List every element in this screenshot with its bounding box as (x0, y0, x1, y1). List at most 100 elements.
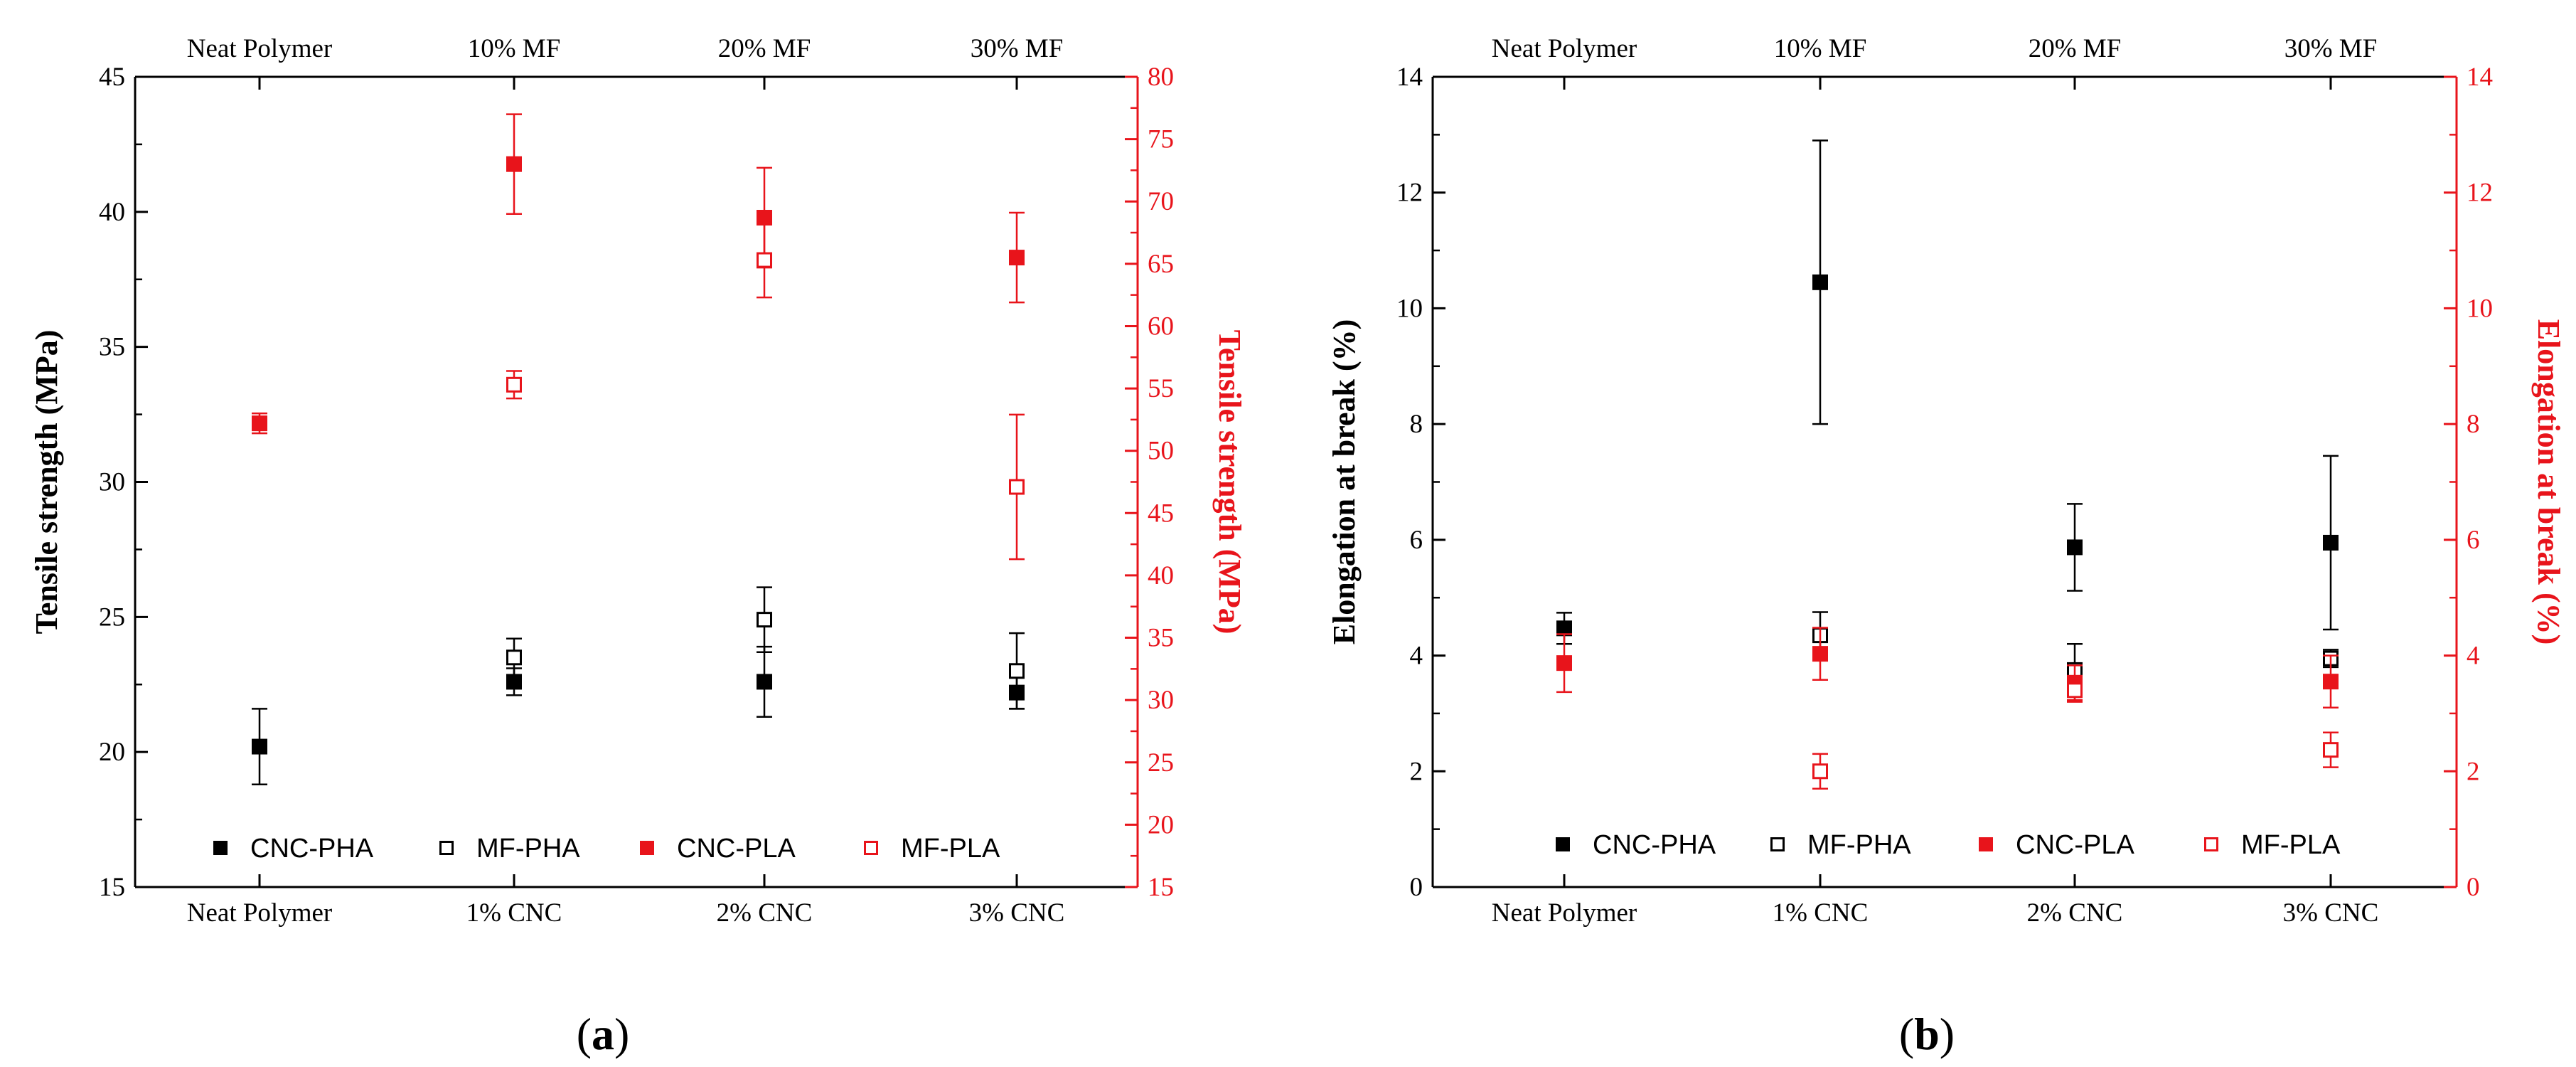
legend-marker (640, 841, 654, 855)
y-right-tick-label: 20 (1148, 810, 1174, 839)
x-bottom-category-label: Neat Polymer (1492, 898, 1637, 928)
y-left-tick-label: 12 (1396, 179, 1423, 208)
data-point-cnc-pla (506, 156, 522, 172)
x-top-category-label: 10% MF (468, 34, 561, 63)
y-right-tick-label: 6 (2467, 526, 2480, 555)
y-right-axis-title: Elongation at break (%) (2531, 319, 2566, 645)
panel-label-letter: a (592, 1009, 614, 1059)
y-left-tick-label: 14 (1396, 63, 1423, 92)
y-right-tick-label: 35 (1148, 624, 1174, 653)
data-point-mf-pha (1009, 663, 1025, 679)
x-bottom-category-label: 3% CNC (2283, 898, 2379, 928)
data-point-mf-pla (2067, 682, 2083, 699)
legend-label: CNC-PHA (250, 834, 374, 864)
legend-label: MF-PHA (1807, 830, 1911, 860)
y-left-tick-label: 6 (1410, 526, 1423, 555)
data-point-cnc-pla (757, 210, 772, 226)
legend-label: CNC-PHA (1593, 830, 1716, 860)
data-point-cnc-pla (2323, 674, 2339, 690)
x-top-category-label: 20% MF (2029, 34, 2122, 63)
data-point-cnc-pla (252, 415, 267, 432)
x-top-category-label: 20% MF (718, 34, 811, 63)
y-left-tick-label: 30 (99, 468, 125, 497)
x-bottom-category-label: 2% CNC (2027, 898, 2123, 928)
y-left-axis-title: Elongation at break (%) (1327, 319, 1362, 645)
legend-label: MF-PLA (2241, 830, 2341, 860)
data-point-cnc-pha (252, 738, 267, 755)
legend-label: CNC-PLA (2016, 830, 2134, 860)
y-right-tick-label: 12 (2467, 179, 2493, 208)
y-right-tick-label: 25 (1148, 748, 1174, 777)
y-right-tick-label: 45 (1148, 499, 1174, 528)
data-point-cnc-pha (2323, 534, 2339, 551)
panel-label-close: ) (1940, 1009, 1955, 1059)
legend-label: CNC-PLA (677, 834, 796, 864)
y-right-tick-label: 4 (2467, 642, 2480, 671)
y-right-tick-label: 15 (1148, 873, 1174, 902)
x-bottom-category-label: 1% CNC (466, 898, 562, 928)
legend-label: MF-PHA (476, 834, 580, 864)
y-left-tick-label: 25 (99, 602, 125, 632)
y-left-tick-label: 10 (1396, 294, 1423, 323)
y-right-tick-label: 55 (1148, 374, 1174, 403)
y-right-tick-label: 80 (1148, 63, 1174, 92)
data-point-mf-pla (1009, 479, 1025, 495)
y-right-tick-label: 50 (1148, 437, 1174, 466)
data-point-cnc-pla (1009, 250, 1025, 266)
data-point-cnc-pha (757, 674, 772, 690)
legend-marker (1979, 837, 1993, 851)
y-left-axis-title: Tensile strength (MPa) (29, 330, 64, 635)
y-right-tick-label: 30 (1148, 686, 1174, 715)
x-bottom-category-label: 1% CNC (1773, 898, 1869, 928)
y-left-tick-label: 8 (1410, 410, 1423, 439)
legend-label: MF-PLA (901, 834, 1000, 864)
legend-marker (1556, 837, 1570, 851)
data-point-cnc-pla (1812, 646, 1828, 662)
data-point-cnc-pha (2067, 539, 2083, 556)
y-left-tick-label: 2 (1410, 757, 1423, 786)
y-right-tick-label: 0 (2467, 873, 2480, 902)
data-point-mf-pla (757, 252, 772, 268)
data-point-mf-pla (1812, 763, 1828, 780)
y-right-tick-label: 14 (2467, 63, 2493, 92)
y-right-tick-label: 75 (1148, 125, 1174, 154)
y-right-tick-label: 2 (2467, 757, 2480, 786)
x-top-category-label: 30% MF (2284, 34, 2378, 63)
chart-panel-a: 15 20 25 30 35 40 45 15 20 25 30 35 40 45 50 55 60 65 70 75… (29, 34, 1247, 1059)
y-right-tick-label: 10 (2467, 294, 2493, 323)
x-top-category-label: 30% MF (971, 34, 1064, 63)
legend-marker (2204, 837, 2218, 851)
y-right-axis-title: Tensile strength (MPa) (1212, 330, 1247, 635)
data-point-mf-pla (2323, 742, 2339, 758)
data-point-cnc-pha (1812, 274, 1828, 290)
x-bottom-category-label: 3% CNC (969, 898, 1065, 928)
y-left-tick-label: 0 (1410, 873, 1423, 902)
y-right-tick-label: 8 (2467, 410, 2480, 439)
data-point-cnc-pla (1556, 655, 1572, 671)
legend-marker (213, 841, 228, 855)
y-left-tick-label: 35 (99, 333, 125, 362)
x-top-category-label: 10% MF (1774, 34, 1867, 63)
y-left-tick-label: 20 (99, 738, 125, 767)
y-left-tick-label: 45 (99, 63, 125, 92)
chart-panel-b: 0 2 4 6 8 10 12 14 0 2 4 6 8 10 12 14 Neat Polymer Neat P… (1327, 34, 2566, 1059)
data-point-mf-pla (506, 376, 522, 393)
panel-label-open: ( (1899, 1009, 1914, 1059)
y-right-tick-label: 65 (1148, 250, 1174, 279)
data-point-cnc-pha (1556, 620, 1572, 637)
y-right-tick-label: 40 (1148, 561, 1174, 590)
legend-marker (1770, 837, 1785, 851)
panel-label-open: ( (577, 1009, 592, 1059)
y-left-tick-label: 40 (99, 198, 125, 227)
x-bottom-category-label: 2% CNC (717, 898, 813, 928)
y-left-tick-label: 4 (1410, 642, 1423, 671)
legend-marker (864, 841, 878, 855)
x-bottom-category-label: Neat Polymer (187, 898, 332, 928)
panel-label-letter: b (1914, 1009, 1940, 1059)
x-top-category-label: Neat Polymer (187, 34, 332, 63)
legend-marker (439, 841, 454, 855)
panel-label: (b) (1899, 1009, 1955, 1059)
panel-label: (a) (577, 1009, 630, 1059)
y-left-tick-label: 15 (99, 873, 125, 902)
